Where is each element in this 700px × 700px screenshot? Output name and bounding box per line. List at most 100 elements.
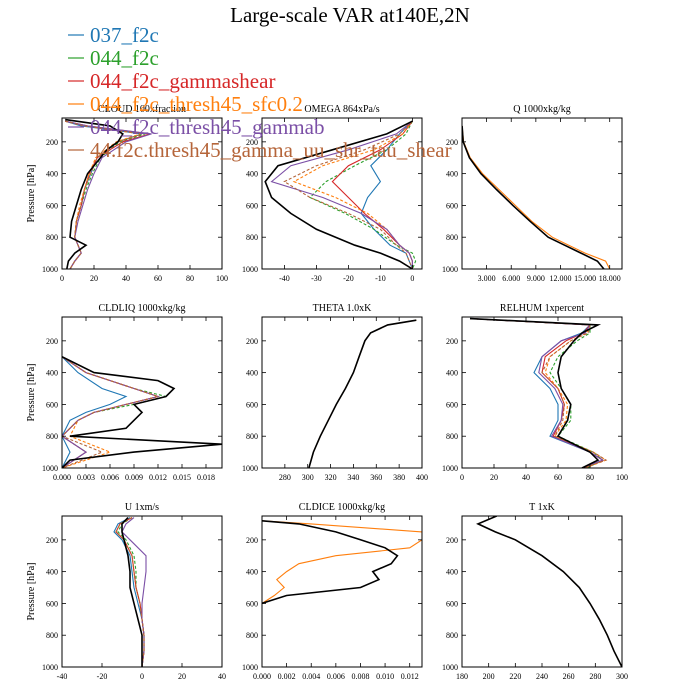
series-line-6 — [115, 517, 145, 667]
plot-frame — [461, 515, 623, 668]
x-tick-label: 0.012 — [149, 473, 167, 482]
panel-title: RELHUM 1xpercent — [500, 303, 584, 314]
x-tick-label: 220 — [509, 672, 521, 681]
x-tick-label: 60 — [554, 473, 562, 482]
series-line-1 — [469, 318, 605, 468]
y-tick-label: 600 — [246, 201, 258, 210]
plot-frame — [461, 117, 623, 270]
legend-item: 044_f2c_thresh45_sfc0.2 — [68, 92, 303, 116]
x-tick-label: 20 — [490, 473, 498, 482]
x-tick-label: 20 — [90, 274, 98, 283]
legend-label: 044_f2c_thresh45_sfc0.2 — [90, 92, 303, 116]
series-group — [462, 125, 611, 269]
x-tick-label: 100 — [616, 473, 628, 482]
y-tick-label: 600 — [46, 599, 58, 608]
panel-title: Q 1000xkg/kg — [513, 104, 571, 115]
y-tick-label: 400 — [46, 170, 58, 179]
panel-title: CLDICE 1000xkg/kg — [299, 502, 385, 513]
x-tick-label: 40 — [522, 473, 530, 482]
y-tick-label: 200 — [446, 337, 458, 346]
x-tick-label: 280 — [279, 473, 291, 482]
y-tick-label: 1000 — [242, 265, 258, 274]
y-tick-label: 800 — [46, 233, 58, 242]
x-tick-label: 0.004 — [302, 672, 320, 681]
legend-label: 044_f2c_thresh45_gammab — [90, 115, 324, 139]
y-axis-label: Pressure [hPa] — [26, 562, 37, 620]
y-tick-label: 1000 — [442, 265, 458, 274]
series-line-obs — [264, 120, 413, 269]
series-line-3 — [469, 318, 604, 468]
x-tick-label: 9.000 — [527, 274, 545, 283]
x-tick-label: -20 — [343, 274, 354, 283]
x-tick-label: 0 — [460, 473, 464, 482]
panel-title: CLDLIQ 1000xkg/kg — [99, 303, 186, 314]
x-tick-label: 0.018 — [197, 473, 215, 482]
legend-item: 044_f2c — [68, 46, 159, 70]
x-tick-label: 12.000 — [549, 274, 571, 283]
series-group — [469, 317, 608, 468]
series-group — [65, 118, 152, 269]
series-line-6 — [62, 356, 160, 468]
plot-frame — [61, 316, 223, 469]
x-tick-label: 280 — [589, 672, 601, 681]
x-tick-label: 18.000 — [599, 274, 621, 283]
y-tick-label: 800 — [446, 233, 458, 242]
x-tick-label: 400 — [416, 473, 428, 482]
series-group — [62, 355, 222, 468]
plot-frame — [61, 117, 223, 270]
x-tick-label: 40 — [122, 274, 130, 283]
series-line-1 — [113, 517, 145, 667]
x-tick-label: 6.000 — [502, 274, 520, 283]
y-axis-label: Pressure [hPa] — [26, 164, 37, 222]
x-tick-label: -20 — [97, 672, 108, 681]
series-line-5 — [62, 356, 160, 468]
y-tick-label: 600 — [46, 400, 58, 409]
panel-5: THETA 1.0xK 200 400 600 800 1000 280 300 320 340 3… — [242, 303, 428, 482]
x-tick-label: 380 — [393, 473, 405, 482]
y-tick-label: 400 — [246, 369, 258, 378]
series-group — [308, 319, 417, 468]
panel-2: OMEGA 864xPa/s 200 400 600 800 1000 -40 -30 -20 -… — [242, 104, 423, 283]
y-tick-label: 400 — [446, 369, 458, 378]
plot-frame — [261, 316, 423, 469]
x-tick-label: 300 — [302, 473, 314, 482]
x-tick-label: 360 — [370, 473, 382, 482]
x-tick-label: 300 — [616, 672, 628, 681]
x-tick-label: 100 — [216, 274, 228, 283]
x-tick-label: 0 — [60, 274, 64, 283]
y-tick-label: 400 — [246, 170, 258, 179]
legend-label: 037_f2c — [90, 23, 159, 47]
legend-label: 044_f2c — [90, 46, 159, 70]
legend-item: 44.f2c.thresh45_gamma_uu_shr_tau_shear — [68, 138, 452, 162]
series-line-5 — [270, 120, 413, 269]
series-line-5 — [65, 120, 152, 269]
series-line-obs — [469, 317, 602, 468]
panel-title: U 1xm/s — [125, 502, 159, 513]
series-line-2 — [65, 120, 146, 269]
series-line-1 — [262, 520, 422, 604]
y-tick-label: 600 — [46, 201, 58, 210]
panel-7: U 1xm/s 200 400 600 800 1000-40 -20 0 20 40 Pressu… — [26, 502, 226, 681]
x-tick-label: 0.006 — [327, 672, 345, 681]
series-line-6 — [469, 318, 608, 468]
x-tick-label: 0.008 — [351, 672, 369, 681]
series-line-6 — [65, 120, 143, 269]
x-tick-label: -30 — [311, 274, 322, 283]
y-tick-label: 1000 — [242, 663, 258, 672]
y-tick-label: 1000 — [42, 265, 58, 274]
series-line-obs — [62, 355, 222, 468]
plot-frame — [261, 515, 423, 668]
series-group — [113, 517, 147, 667]
y-tick-label: 800 — [246, 631, 258, 640]
legend-item: 044_f2c_gammashear — [68, 69, 275, 93]
y-tick-label: 200 — [46, 536, 58, 545]
y-tick-label: 400 — [446, 170, 458, 179]
series-line-obs — [121, 517, 143, 667]
y-tick-label: 1000 — [242, 464, 258, 473]
series-line-1 — [62, 356, 128, 468]
plot-frame — [461, 316, 623, 469]
y-tick-label: 800 — [246, 432, 258, 441]
y-axis-label: Pressure [hPa] — [26, 363, 37, 421]
